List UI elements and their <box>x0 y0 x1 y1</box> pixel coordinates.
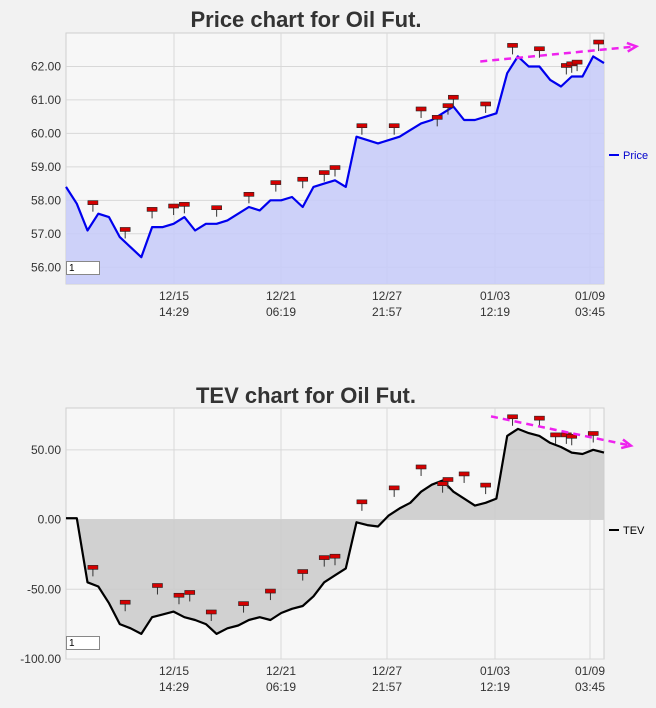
event-marker <box>297 569 309 574</box>
x-tick-label: 01/03 <box>480 664 510 678</box>
event-marker <box>356 499 368 505</box>
event-marker <box>480 101 491 107</box>
series-line <box>66 427 605 635</box>
chart-title: TEV chart for Oil Fut. <box>196 383 416 408</box>
x-tick-label: 01/03 <box>480 289 510 303</box>
event-marker <box>507 414 518 420</box>
plot-area: 56.00 57.00 58.00 59.00 60.00 61.00 62.00 12/15… <box>31 32 640 319</box>
y-tick-label: -100.00 <box>20 652 61 666</box>
event-marker <box>146 207 158 212</box>
event-marker <box>448 94 459 100</box>
event-marker <box>571 59 583 65</box>
price-chart: Price chart for Oil Fut. 56.00 57.00 58.00… <box>31 7 648 319</box>
event-marker <box>437 481 448 486</box>
y-tick-label: 62.00 <box>31 59 61 73</box>
x-tick-label: 14:29 <box>159 680 189 694</box>
event-marker <box>87 200 99 205</box>
range-input[interactable] <box>66 261 100 275</box>
event-marker <box>184 590 196 595</box>
event-marker <box>173 592 185 598</box>
event-marker <box>318 170 330 175</box>
x-tick-label: 12:19 <box>480 305 510 319</box>
x-tick-label: 12/27 <box>372 289 402 303</box>
x-tick-label: 12/15 <box>159 289 189 303</box>
event-marker <box>507 43 518 48</box>
event-marker <box>534 415 545 421</box>
event-marker <box>415 464 427 470</box>
range-input[interactable] <box>66 636 100 650</box>
event-marker <box>593 39 604 45</box>
event-marker <box>442 477 454 482</box>
event-marker <box>550 432 561 438</box>
trend-line <box>480 45 637 63</box>
y-tick-label: 60.00 <box>31 126 61 140</box>
event-marker <box>87 565 99 570</box>
x-tick-label: 12/21 <box>266 664 296 678</box>
event-marker <box>243 192 255 197</box>
x-tick-label: 14:29 <box>159 305 189 319</box>
event-marker <box>152 583 163 588</box>
legend-label: Price <box>623 150 648 162</box>
event-marker <box>329 165 341 170</box>
x-tick-label: 12/27 <box>372 664 402 678</box>
event-marker <box>119 599 131 605</box>
event-marker <box>566 433 578 439</box>
event-marker <box>458 471 470 477</box>
event-marker <box>270 180 282 185</box>
trend-arrowhead <box>626 41 640 53</box>
event-marker <box>211 205 222 210</box>
event-marker <box>415 106 427 112</box>
event-marker <box>388 485 400 491</box>
plot-area: -100.00 -50.00 0.00 50.00 12/15 14:29 12/21 06:… <box>20 407 634 694</box>
y-tick-label: 59.00 <box>31 160 61 174</box>
event-marker <box>480 482 491 488</box>
series-area <box>66 56 604 285</box>
event-marker <box>265 588 276 594</box>
x-tick-label: 12/15 <box>159 664 189 678</box>
event-marker <box>356 123 368 129</box>
x-tick-label: 12/21 <box>266 289 296 303</box>
x-tick-label: 21:57 <box>372 680 402 694</box>
tev-chart: TEV chart for Oil Fut. -100.00 -50.00 0.00… <box>20 383 645 694</box>
y-tick-label: 50.00 <box>31 443 61 457</box>
chart-title: Price chart for Oil Fut. <box>190 7 421 32</box>
event-marker <box>205 609 217 615</box>
y-tick-label: 0.00 <box>38 513 62 527</box>
event-marker <box>442 103 454 108</box>
y-tick-label: 57.00 <box>31 227 61 241</box>
event-marker <box>329 553 341 559</box>
trend-arrowhead <box>620 438 634 450</box>
legend: Price <box>609 150 648 162</box>
x-tick-label: 06:19 <box>266 680 296 694</box>
event-marker <box>179 202 190 207</box>
x-tick-label: 03:45 <box>575 305 605 319</box>
x-tick-label: 12:19 <box>480 680 510 694</box>
series-line <box>65 55 605 259</box>
legend-label: TEV <box>623 525 645 537</box>
y-tick-label: 58.00 <box>31 193 61 207</box>
event-marker <box>238 601 249 606</box>
event-marker <box>431 115 443 120</box>
legend: TEV <box>609 525 645 537</box>
x-tick-label: 01/09 <box>575 664 605 678</box>
series-area <box>66 428 604 634</box>
event-marker <box>534 46 545 52</box>
event-marker <box>119 227 131 232</box>
x-tick-label: 01/09 <box>575 289 605 303</box>
y-tick-label: -50.00 <box>27 582 61 596</box>
event-marker <box>297 176 309 182</box>
x-tick-label: 06:19 <box>266 305 296 319</box>
x-tick-label: 21:57 <box>372 305 402 319</box>
y-tick-label: 56.00 <box>31 260 61 274</box>
x-tick-label: 03:45 <box>575 680 605 694</box>
event-marker <box>587 431 599 436</box>
event-marker <box>318 555 330 560</box>
y-tick-label: 61.00 <box>31 93 61 107</box>
event-marker <box>168 203 179 209</box>
event-marker <box>388 123 400 129</box>
